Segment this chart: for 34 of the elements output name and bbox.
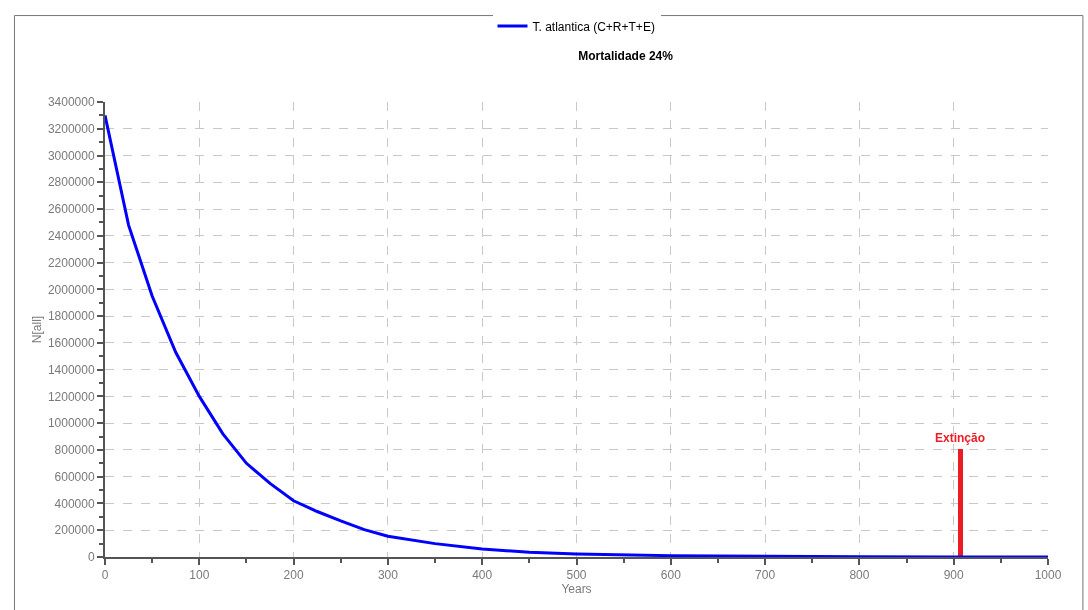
y-tick-label: 200000 — [54, 523, 95, 538]
chart-title: Mortalidade 24% — [578, 49, 674, 64]
y-tick-label: 1600000 — [47, 336, 95, 351]
x-tick-label: 500 — [566, 568, 587, 583]
y-tick-label: 2600000 — [47, 202, 95, 217]
y-tick-label: 1800000 — [47, 309, 95, 324]
y-tick-label: 3200000 — [47, 121, 95, 136]
y-tick-label: 400000 — [54, 496, 95, 511]
y-tick-label: 800000 — [54, 443, 95, 458]
y-tick-label: 3000000 — [47, 148, 95, 163]
y-tick-label: 2200000 — [47, 255, 95, 270]
x-tick-label: 600 — [660, 568, 682, 583]
y-tick-label: 2400000 — [47, 229, 95, 244]
x-tick-label: 800 — [849, 568, 870, 583]
y-tick-label: 1200000 — [47, 389, 95, 404]
y-tick-label: 2000000 — [47, 282, 95, 297]
legend-label: T. atlantica (C+R+T+E) — [532, 19, 655, 34]
x-tick-label: 100 — [189, 568, 210, 583]
x-tick-label: 700 — [755, 568, 776, 583]
y-tick-label: 3400000 — [47, 95, 95, 110]
y-tick-label: 1000000 — [47, 416, 95, 431]
x-tick-label: 400 — [472, 568, 493, 583]
x-tick-label: 900 — [943, 568, 965, 583]
y-tick-label: 600000 — [54, 469, 95, 484]
y-tick-label: 1400000 — [47, 362, 95, 377]
x-tick-label: 0 — [101, 568, 109, 583]
y-axis-title: N[all] — [29, 315, 44, 344]
y-tick-label: 0 — [87, 550, 95, 565]
x-axis-title: Years — [561, 582, 592, 597]
annotation: Extinção — [935, 431, 986, 445]
x-tick-label: 200 — [283, 568, 304, 583]
y-tick-label: 2800000 — [47, 175, 95, 190]
x-tick-label: 1000 — [1034, 568, 1062, 583]
x-tick-label: 300 — [377, 568, 399, 583]
